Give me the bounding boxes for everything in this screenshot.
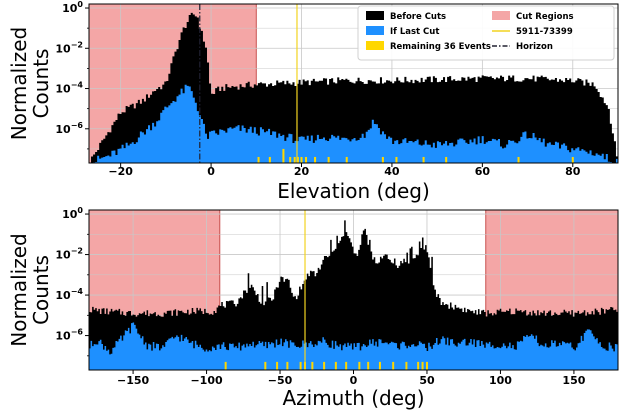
plot-area: [89, 210, 618, 370]
legend: Before Cuts If Last Cut Remaining 36 Event…: [357, 5, 615, 61]
plot-frame: [88, 3, 619, 164]
remaining-event-bar: [395, 156, 398, 163]
y-tick-label: 10−6: [55, 328, 83, 343]
remaining-event-bar: [392, 361, 395, 370]
x-tick-label: 20: [294, 165, 310, 178]
legend-swatch: [366, 11, 384, 20]
remaining-event-bar: [367, 361, 370, 370]
legend-label: Remaining 36 Events: [390, 42, 491, 52]
legend-label: Horizon: [516, 42, 553, 52]
remaining-event-bar: [296, 156, 299, 163]
y-tick-label: 10−4: [55, 81, 83, 96]
legend-label: Cut Regions: [516, 12, 574, 22]
remaining-event-bar: [417, 361, 420, 370]
remaining-event-bar: [381, 156, 384, 163]
x-tick-label: 0: [350, 374, 358, 387]
plot-area: [89, 4, 618, 163]
x-tick-label: −150: [117, 374, 150, 387]
legend-swatch: [366, 26, 384, 35]
remaining-event-bar: [445, 156, 448, 163]
x-tick-label: 100: [489, 374, 512, 387]
x-tick-label: 60: [475, 165, 491, 178]
remaining-event-bar: [293, 156, 296, 163]
remaining-event-bar: [264, 361, 267, 370]
remaining-event-bar: [311, 361, 314, 370]
remaining-event-bar: [358, 361, 361, 370]
remaining-event-bar: [257, 156, 260, 163]
remaining-event-bar: [268, 156, 271, 163]
remaining-event-bar: [425, 361, 428, 370]
legend-box: [357, 5, 615, 61]
y-axis-title: NormalizedCounts: [7, 233, 53, 346]
remaining-event-bar: [314, 156, 317, 163]
x-tick-label: 40: [384, 165, 400, 178]
remaining-event-bar: [517, 156, 520, 163]
remaining-event-bar: [289, 156, 292, 163]
legend-swatch: [492, 11, 510, 20]
x-axis-title: Elevation (deg): [277, 179, 430, 203]
x-axis-title: Azimuth (deg): [282, 386, 424, 410]
panel-azimuth: −150 −100 −50 0 50 100 150 100 10−2 10−4 10−6 Azimu…: [7, 206, 619, 410]
remaining-event-bar: [421, 361, 424, 370]
remaining-event-bar: [345, 361, 348, 370]
remaining-event-bar: [282, 148, 285, 163]
remaining-event-bar: [286, 361, 289, 370]
y-tick-label: 100: [62, 206, 83, 221]
remaining-event-bar: [323, 361, 326, 370]
x-tick-label: −50: [268, 374, 293, 387]
x-tick-label: 0: [207, 165, 215, 178]
remaining-event-bar: [422, 156, 425, 163]
x-tick-label: 50: [419, 374, 435, 387]
y-axis-title: NormalizedCounts: [7, 27, 53, 140]
panel-elevation: −20 0 20 40 60 80 100 10−2 10−4 10−6 Elevation (de…: [7, 0, 619, 203]
remaining-event-bar: [405, 361, 408, 370]
x-tick-label: −20: [108, 165, 133, 178]
legend-swatch: [366, 41, 384, 50]
x-tick-label: 150: [562, 374, 585, 387]
remaining-event-bar: [224, 361, 227, 370]
series-if-last-cut: [89, 322, 618, 370]
remaining-event-bar: [571, 156, 574, 163]
y-tick-label: 10−4: [55, 287, 83, 302]
x-tick-label: −100: [190, 374, 223, 387]
remaining-event-bar: [378, 361, 381, 370]
series-if-last-cut: [89, 84, 618, 163]
remaining-event-bar: [305, 156, 308, 163]
remaining-event-bar: [299, 361, 302, 370]
remaining-event-bar: [334, 361, 337, 370]
y-tick-label: 10−2: [55, 247, 83, 262]
y-tick-label: 10−6: [55, 121, 83, 136]
remaining-event-bar: [300, 156, 303, 163]
legend-label: If Last Cut: [390, 27, 439, 37]
y-tick-label: 100: [62, 0, 83, 15]
legend-label: 5911-73399: [516, 27, 573, 37]
x-tick-label: 80: [565, 165, 581, 178]
series-before-cuts: [89, 220, 618, 370]
series-before-cuts: [89, 12, 618, 163]
y-tick-label: 10−2: [55, 40, 83, 55]
remaining-event-bar: [327, 156, 330, 163]
legend-label: Before Cuts: [390, 12, 446, 22]
remaining-event-bar: [276, 361, 279, 370]
remaining-event-bar: [345, 156, 348, 163]
